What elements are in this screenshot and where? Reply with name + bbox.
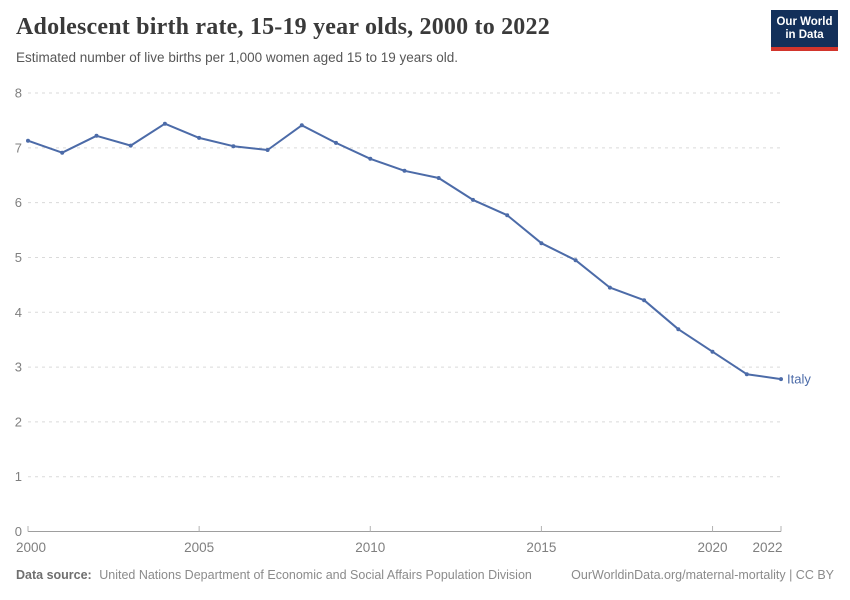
data-point-2017[interactable] bbox=[607, 285, 612, 290]
data-point-2021[interactable] bbox=[744, 372, 749, 377]
data-point-2014[interactable] bbox=[505, 213, 510, 218]
x-axis-label-2000: 2000 bbox=[16, 540, 46, 555]
owid-logo-line1: Our World bbox=[776, 15, 833, 28]
data-point-2016[interactable] bbox=[573, 258, 578, 263]
y-axis-label-6: 6 bbox=[15, 195, 22, 210]
data-point-2012[interactable] bbox=[436, 176, 441, 180]
x-axis-label-2020: 2020 bbox=[698, 540, 728, 555]
y-axis-label-4: 4 bbox=[15, 305, 22, 320]
data-point-2004[interactable] bbox=[162, 121, 167, 126]
data-point-2000[interactable] bbox=[26, 138, 30, 143]
page-title: Adolescent birth rate, 15-19 year olds, … bbox=[16, 14, 550, 40]
y-axis-label-0: 0 bbox=[15, 524, 22, 539]
data-point-2022[interactable] bbox=[779, 377, 783, 382]
y-axis-label-2: 2 bbox=[15, 414, 22, 429]
x-axis-label-2005: 2005 bbox=[184, 540, 214, 555]
y-axis-label-8: 8 bbox=[15, 86, 22, 101]
x-axis-label-2022: 2022 bbox=[752, 540, 782, 555]
data-point-2020[interactable] bbox=[710, 349, 715, 354]
series-line-italy[interactable] bbox=[27, 122, 782, 381]
chart-subtitle: Estimated number of live births per 1,00… bbox=[16, 50, 458, 65]
chart-header: Adolescent birth rate, 15-19 year olds, … bbox=[16, 12, 746, 66]
owid-logo[interactable]: Our World in Data bbox=[771, 10, 838, 51]
data-point-2003[interactable] bbox=[128, 143, 133, 148]
data-source-text: United Nations Department of Economic an… bbox=[99, 568, 532, 582]
y-axis-label-7: 7 bbox=[15, 140, 22, 155]
data-point-2008[interactable] bbox=[299, 123, 304, 128]
owid-logo-line2: in Data bbox=[785, 28, 824, 41]
data-point-2015[interactable] bbox=[539, 241, 544, 246]
data-point-2005[interactable] bbox=[197, 135, 202, 140]
data-point-2009[interactable] bbox=[334, 140, 338, 145]
data-point-2011[interactable] bbox=[402, 168, 407, 173]
data-point-2013[interactable] bbox=[471, 197, 475, 202]
x-axis-label-2010: 2010 bbox=[355, 540, 385, 555]
chart-footer: Data source: United Nations Department o… bbox=[16, 568, 834, 588]
data-point-2006[interactable] bbox=[231, 144, 236, 149]
data-point-2007[interactable] bbox=[265, 148, 270, 152]
data-point-2010[interactable] bbox=[368, 156, 373, 161]
y-axis-label-3: 3 bbox=[15, 360, 22, 375]
data-point-2018[interactable] bbox=[642, 298, 647, 303]
data-point-2002[interactable] bbox=[94, 133, 99, 138]
x-axis-label-2015: 2015 bbox=[526, 540, 556, 555]
attribution-link[interactable]: OurWorldinData.org/maternal-mortality | … bbox=[571, 568, 834, 582]
data-source-label: Data source: bbox=[16, 568, 92, 582]
y-axis-label-1: 1 bbox=[15, 469, 22, 484]
data-source: Data source: United Nations Department o… bbox=[16, 568, 532, 582]
series-label-italy[interactable]: Italy bbox=[787, 372, 811, 387]
data-point-2001[interactable] bbox=[60, 150, 65, 155]
data-point-2019[interactable] bbox=[676, 327, 681, 332]
y-axis-label-5: 5 bbox=[15, 250, 22, 265]
